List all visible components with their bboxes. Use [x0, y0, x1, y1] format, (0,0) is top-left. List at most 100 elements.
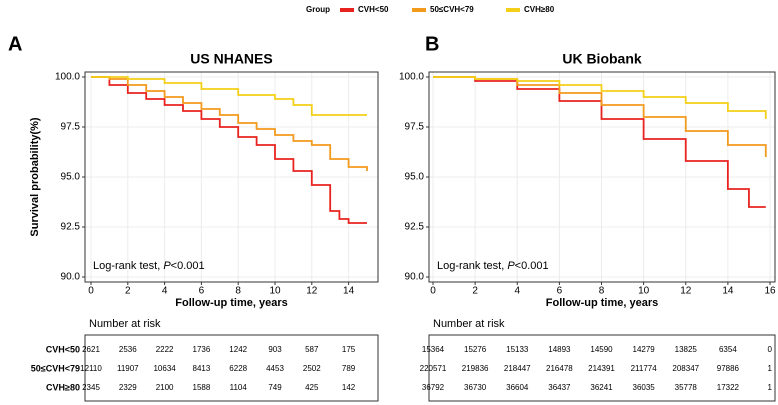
risk-count: 214391 [588, 364, 615, 373]
x-tick-label: 6 [199, 286, 205, 297]
risk-count: 0 [768, 345, 773, 354]
x-tick-label: 16 [764, 286, 776, 297]
annotation-part: <0.001 [515, 260, 549, 272]
risk-count: 13825 [675, 345, 698, 354]
risk-count: 36035 [633, 383, 656, 392]
legend-label: 50≤CVH<79 [430, 5, 474, 14]
risk-count: 2329 [119, 383, 137, 392]
risk-count: 17322 [717, 383, 740, 392]
risk-count: 216478 [546, 364, 573, 373]
survival-curve [433, 76, 766, 208]
risk-count: 36792 [422, 383, 445, 392]
risk-count: 1588 [193, 383, 211, 392]
annotation: Log-rank test, P<0.001 [93, 260, 205, 272]
panel-label: A [8, 33, 22, 55]
risk-count: 1736 [193, 345, 211, 354]
risk-count: 1 [768, 383, 773, 392]
risk-count: 175 [342, 345, 356, 354]
risk-row-label: 50≤CVH<79 [31, 363, 80, 373]
chart-title: UK Biobank [562, 51, 642, 67]
risk-count: 12110 [80, 364, 102, 373]
chart-title: US NHANES [190, 51, 272, 67]
survival-curve [91, 76, 367, 116]
x-tick-label: 12 [306, 286, 318, 297]
plot-frame [84, 71, 379, 283]
survival-curve [91, 76, 368, 171]
x-tick-label: 14 [343, 286, 355, 297]
x-tick-label: 4 [162, 286, 168, 297]
x-tick-label: 14 [722, 286, 734, 297]
risk-count: 142 [342, 383, 356, 392]
plot-frame [428, 71, 776, 283]
risk-count: 1 [768, 364, 773, 373]
risk-count: 36241 [590, 383, 613, 392]
risk-table-title: Number at risk [89, 318, 161, 330]
risk-count: 903 [268, 345, 282, 354]
risk-count: 10634 [153, 364, 176, 373]
risk-count: 1104 [230, 383, 248, 392]
risk-count: 4453 [266, 364, 284, 373]
risk-count: 8413 [193, 364, 211, 373]
risk-count: 36604 [506, 383, 529, 392]
risk-count: 2100 [156, 383, 174, 392]
risk-count: 208347 [672, 364, 699, 373]
x-tick-label: 10 [638, 286, 650, 297]
risk-row-label: CVH<50 [46, 344, 80, 354]
x-tick-label: 2 [125, 286, 131, 297]
risk-count: 219836 [462, 364, 489, 373]
y-tick-label: 92.5 [61, 222, 81, 233]
risk-count: 14279 [633, 345, 656, 354]
risk-count: 6354 [719, 345, 737, 354]
y-tick-label: 97.5 [405, 122, 425, 133]
risk-table-title: Number at risk [433, 318, 505, 330]
legend-label: CVH≥80 [524, 5, 555, 14]
x-tick-label: 6 [557, 286, 563, 297]
x-axis-label: Follow-up time, years [546, 297, 658, 309]
risk-count: 2222 [156, 345, 174, 354]
legend-title: Group [306, 5, 330, 14]
annotation-part: Log-rank test, [93, 260, 163, 272]
annotation-part: P [507, 260, 515, 272]
risk-table-frame [428, 334, 776, 402]
annotation: Log-rank test, P<0.001 [437, 260, 549, 272]
risk-count: 2621 [82, 345, 100, 354]
x-axis-label: Follow-up time, years [175, 297, 287, 309]
risk-count: 211774 [631, 364, 658, 373]
panel-label: B [425, 33, 439, 55]
risk-count: 789 [342, 364, 356, 373]
risk-count: 2536 [119, 345, 137, 354]
risk-count: 1242 [229, 345, 247, 354]
risk-count: 35778 [675, 383, 698, 392]
y-tick-label: 100.0 [399, 72, 424, 83]
risk-row-label: CVH≥80 [46, 382, 80, 392]
risk-count: 6228 [229, 364, 247, 373]
survival-curve [433, 76, 767, 119]
annotation-part: <0.001 [171, 260, 205, 272]
y-axis-label: Survival probability(%) [29, 117, 41, 237]
x-tick-label: 8 [235, 286, 241, 297]
risk-count: 2502 [303, 364, 321, 373]
risk-table-frame [84, 334, 379, 402]
risk-count: 15276 [464, 345, 487, 354]
risk-count: 14893 [548, 345, 571, 354]
risk-count: 11907 [117, 364, 139, 373]
risk-count: 15364 [422, 345, 445, 354]
risk-count: 36437 [548, 383, 571, 392]
y-tick-label: 90.0 [61, 272, 81, 283]
risk-count: 97886 [717, 364, 740, 373]
risk-count: 36730 [464, 383, 487, 392]
risk-count: 15133 [506, 345, 529, 354]
x-tick-label: 4 [514, 286, 520, 297]
x-tick-label: 12 [680, 286, 692, 297]
x-tick-label: 0 [430, 286, 436, 297]
survival-curve [91, 76, 367, 224]
y-tick-label: 95.0 [61, 172, 81, 183]
legend-label: CVH<50 [358, 5, 389, 14]
x-tick-label: 8 [599, 286, 605, 297]
risk-count: 14590 [590, 345, 613, 354]
x-tick-label: 0 [88, 286, 94, 297]
y-tick-label: 100.0 [55, 72, 80, 83]
risk-count: 220571 [420, 364, 447, 373]
risk-count: 587 [305, 345, 319, 354]
